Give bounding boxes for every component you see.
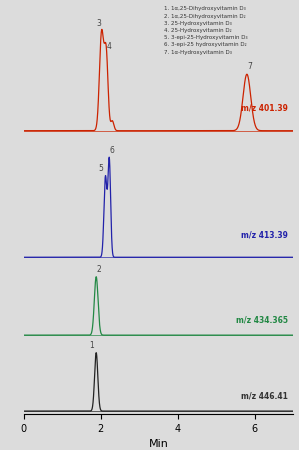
Text: 3: 3 (96, 19, 101, 28)
Text: m/z 434.365: m/z 434.365 (236, 315, 288, 324)
Text: m/z 401.39: m/z 401.39 (241, 104, 288, 113)
Text: 4: 4 (106, 42, 111, 51)
Text: 1. 1α,25-Dihydroxyvitamin D₃
2. 1α,25-Dihydroxyvitamin D₂
3. 25-Hydroxyvitamin D: 1. 1α,25-Dihydroxyvitamin D₃ 2. 1α,25-Di… (164, 6, 248, 54)
Text: 6: 6 (109, 146, 115, 155)
Text: 2: 2 (97, 265, 102, 274)
X-axis label: Min: Min (149, 439, 168, 449)
Text: m/z 413.39: m/z 413.39 (241, 230, 288, 239)
Text: m/z 446.41: m/z 446.41 (241, 392, 288, 400)
Text: 1: 1 (89, 341, 94, 350)
Text: 5: 5 (99, 164, 104, 173)
Text: 7: 7 (248, 63, 252, 72)
